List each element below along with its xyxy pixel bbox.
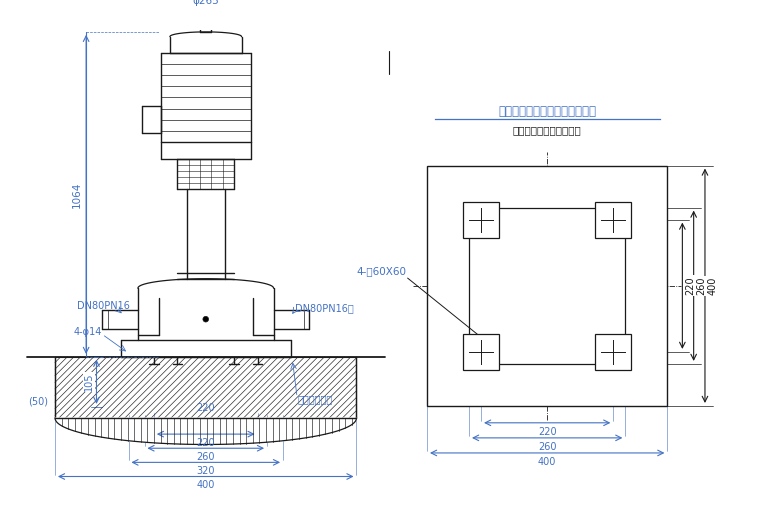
Polygon shape: [55, 418, 356, 445]
Bar: [427, 165, 667, 406]
Text: 320: 320: [197, 466, 215, 476]
Bar: [55, 357, 356, 418]
Text: 220: 220: [196, 403, 215, 414]
Text: 400: 400: [197, 480, 215, 490]
Text: 混凝土基础，: 混凝土基础，: [297, 394, 332, 404]
Text: 400: 400: [708, 277, 717, 295]
Bar: [463, 202, 499, 238]
Text: 4-φ14: 4-φ14: [74, 327, 103, 338]
Text: 260: 260: [696, 277, 707, 295]
Text: 4-叠60X60: 4-叠60X60: [356, 267, 407, 277]
Text: DN80PN16，: DN80PN16，: [295, 303, 354, 313]
Text: 泵座孔位及混凝土基座地脚孔位: 泵座孔位及混凝土基座地脚孔位: [499, 104, 596, 117]
Text: φ265: φ265: [192, 0, 219, 6]
Text: 260: 260: [538, 442, 556, 452]
Bar: [469, 208, 625, 364]
Bar: [463, 334, 499, 370]
Bar: [595, 202, 632, 238]
Text: 1064: 1064: [71, 181, 81, 207]
Text: 105: 105: [84, 373, 94, 391]
Text: 双点划线表示泵底座位置: 双点划线表示泵底座位置: [513, 125, 581, 135]
Text: (50): (50): [28, 397, 48, 406]
Text: DN80PN16: DN80PN16: [77, 301, 129, 311]
Text: 400: 400: [538, 457, 556, 467]
Bar: [595, 334, 632, 370]
Circle shape: [203, 316, 208, 322]
Text: 220: 220: [538, 427, 556, 436]
Text: 220: 220: [196, 438, 215, 448]
Text: 220: 220: [686, 277, 695, 295]
Text: 260: 260: [197, 452, 215, 462]
